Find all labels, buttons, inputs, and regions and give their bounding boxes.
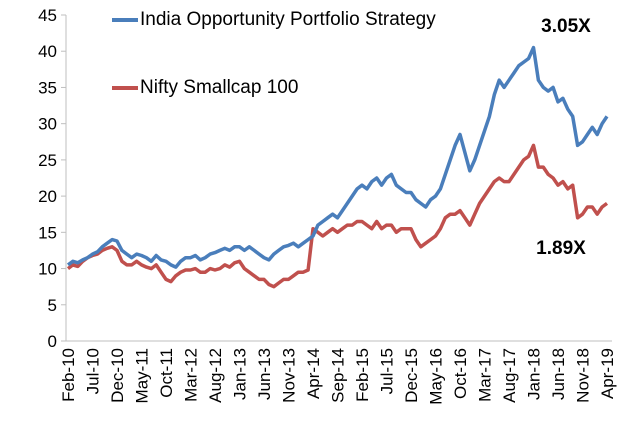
legend-label: India Opportunity Portfolio Strategy [140, 9, 436, 30]
y-tick-label: 35 [38, 78, 57, 97]
legend-swatch [112, 86, 138, 90]
y-tick-label: 25 [38, 151, 57, 170]
annotation: 1.89X [536, 238, 586, 259]
series-line [66, 143, 609, 289]
y-tick-label: 45 [38, 6, 57, 25]
annotation: 3.05X [541, 16, 591, 37]
y-tick-label: 40 [38, 42, 57, 61]
y-tick-label: 5 [48, 296, 57, 315]
x-tick-label: Nov-13 [280, 348, 299, 403]
y-tick-label: 10 [38, 260, 57, 279]
y-tick-label: 30 [38, 115, 57, 134]
legend-item: Nifty Smallcap 100 [112, 75, 440, 101]
y-tick-label: 15 [38, 223, 57, 242]
series-line [66, 45, 609, 269]
x-tick-label: Sep-14 [329, 348, 348, 403]
x-tick-label: Jun-18 [549, 348, 568, 400]
x-tick-label: May-11 [133, 348, 152, 403]
x-tick-label: Apr-14 [304, 348, 323, 399]
x-tick-label: Jul-15 [378, 348, 397, 394]
x-tick-label: Dec-15 [402, 348, 421, 403]
x-tick-label: Feb-15 [353, 348, 372, 402]
x-tick-label: Jan-18 [525, 348, 544, 400]
x-tick-label: Aug-17 [500, 348, 519, 403]
x-tick-label: Apr-19 [598, 348, 617, 399]
x-tick-label: May-16 [427, 348, 446, 405]
x-tick-label: Mar-17 [476, 348, 495, 402]
x-tick-label: Dec-10 [108, 348, 127, 403]
legend-item: India Opportunity Portfolio Strategy [112, 7, 440, 33]
x-tick-label: Oct-16 [451, 348, 470, 399]
legend-label: Nifty Smallcap 100 [140, 77, 299, 98]
x-tick-label: Aug-12 [206, 348, 225, 403]
y-tick-label: 0 [48, 332, 57, 351]
x-tick-label: Jun-13 [255, 348, 274, 400]
x-tick-label: Jan-13 [231, 348, 250, 400]
x-tick-label: Nov-18 [574, 348, 593, 403]
legend-swatch [112, 18, 138, 22]
y-tick-label: 20 [38, 187, 57, 206]
x-tick-label: Jul-10 [84, 348, 103, 394]
x-tick-label: Mar-12 [182, 348, 201, 402]
x-tick-label: Oct-11 [157, 348, 176, 398]
x-tick-label: Feb-10 [59, 348, 78, 402]
